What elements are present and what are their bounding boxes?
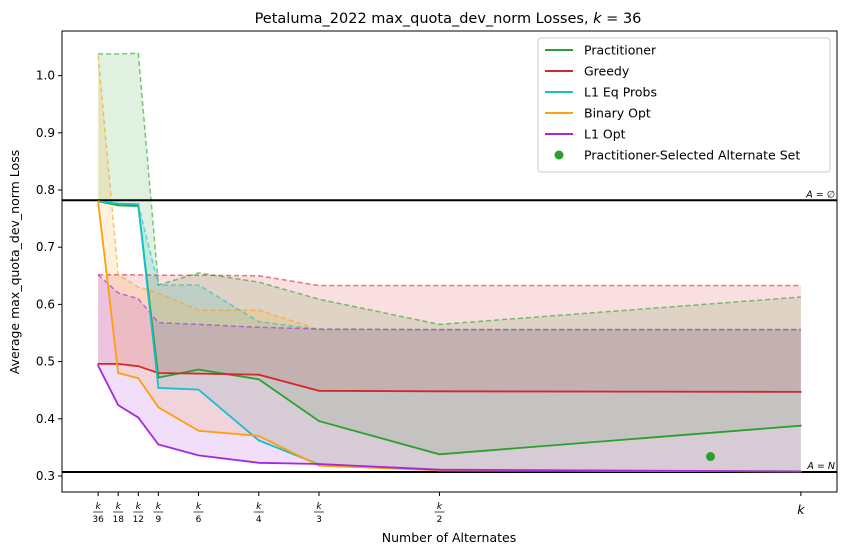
data-point: [157, 443, 160, 446]
data-point: [799, 424, 802, 427]
x-tick-label-numerator: k: [196, 502, 202, 512]
reference-line-label-1: A = N: [806, 461, 835, 472]
legend-label: L1 Eq Probs: [584, 85, 657, 100]
x-tick-label-denominator: 4: [256, 515, 262, 525]
y-tick-label: 0.9: [36, 126, 55, 140]
x-tick-label-denominator: 18: [112, 515, 124, 525]
data-point: [799, 470, 802, 473]
x-tick-label-numerator: k: [316, 502, 322, 512]
x-tick-label-numerator: k: [136, 502, 142, 512]
x-tick-label-numerator: k: [256, 502, 262, 512]
x-tick-label-numerator: k: [96, 502, 102, 512]
x-tick-label-denominator: 2: [437, 515, 443, 525]
x-tick-label-denominator: 36: [92, 515, 104, 525]
reference-line-label-0: A = ∅: [805, 189, 835, 200]
upper-line-4: [97, 274, 801, 331]
y-tick-label: 0.4: [36, 412, 55, 426]
data-point: [438, 390, 441, 393]
legend-label: L1 Opt: [584, 127, 626, 142]
data-point: [197, 454, 200, 457]
data-point: [318, 389, 320, 392]
series-lines: [97, 200, 802, 473]
practitioner-selected-point: [706, 452, 716, 462]
data-point: [97, 200, 100, 203]
legend-label: Practitioner-Selected Alternate Set: [584, 148, 800, 163]
band-3: [98, 55, 801, 472]
y-tick-label: 0.3: [36, 469, 55, 483]
x-tick-label-denominator: 6: [196, 515, 202, 525]
y-axis-label: Average max_quota_dev_norm Loss: [7, 150, 22, 374]
upper-line-1: [98, 273, 801, 287]
x-tick-label-numerator: k: [116, 502, 122, 512]
y-axis: 0.3 0.4 0.5 0.6 0.7 0.8 0.9 1.0: [36, 69, 62, 483]
data-point: [157, 406, 160, 409]
legend-label: Greedy: [584, 64, 630, 79]
chart-title: Petaluma_2022 max_quota_dev_norm Losses,…: [255, 11, 642, 27]
data-point: [438, 453, 441, 456]
data-point: [197, 429, 200, 432]
x-tick-label-numerator: k: [437, 502, 443, 512]
data-point: [318, 420, 320, 422]
legend-label: Binary Opt: [584, 106, 651, 121]
plot-frame: [61, 30, 838, 493]
y-tick-label: 1.0: [36, 69, 55, 83]
x-tick-label-denominator: 12: [133, 515, 144, 525]
band-1: [98, 274, 801, 392]
data-point: [257, 461, 260, 464]
x-tick-label-denominator: 3: [316, 515, 322, 525]
data-point: [318, 463, 320, 465]
data-point: [137, 377, 140, 380]
data-point: [117, 372, 120, 374]
legend: Practitioner Greedy L1 Eq Probs Binary Opt L…: [537, 37, 831, 173]
data-point: [137, 203, 140, 206]
y-tick-label: 0.8: [36, 183, 55, 197]
x-tick-label: k: [797, 502, 805, 517]
data-point: [257, 373, 260, 376]
y-tick-label: 0.6: [36, 297, 55, 311]
data-point: [799, 391, 802, 393]
x-axis-label: Number of Alternates: [382, 530, 516, 545]
data-point: [117, 202, 120, 205]
x-axis: k 36 k 18 k 12 k 9 k 6 k 4 k 3 k 2 k: [92, 492, 805, 525]
data-point: [137, 416, 140, 419]
data-point: [197, 388, 200, 391]
data-point: [157, 372, 160, 374]
data-point: [257, 435, 260, 437]
data-point: [197, 368, 200, 371]
data-point: [257, 439, 260, 442]
data-point: [117, 204, 120, 207]
data-point: [97, 364, 100, 367]
x-tick-label-denominator: 9: [156, 515, 162, 525]
highlight-points: [706, 452, 716, 462]
x-tick-label-numerator: k: [156, 502, 162, 512]
y-tick-label: 0.5: [36, 355, 55, 369]
confidence-bands: [98, 53, 801, 472]
data-point: [197, 372, 200, 375]
band-0: [98, 53, 801, 455]
data-point: [438, 468, 441, 471]
data-point: [117, 404, 120, 406]
band-4: [98, 274, 801, 472]
band-2: [98, 201, 801, 472]
y-tick-label: 0.7: [36, 240, 55, 254]
legend-swatch: [554, 150, 564, 160]
data-point: [97, 362, 100, 365]
upper-line-0: [98, 52, 801, 326]
data-point: [257, 378, 260, 381]
data-point: [318, 464, 320, 467]
data-point: [157, 387, 160, 389]
legend-box: [537, 37, 831, 173]
data-point: [137, 365, 140, 368]
legend-label: Practitioner: [584, 43, 657, 58]
